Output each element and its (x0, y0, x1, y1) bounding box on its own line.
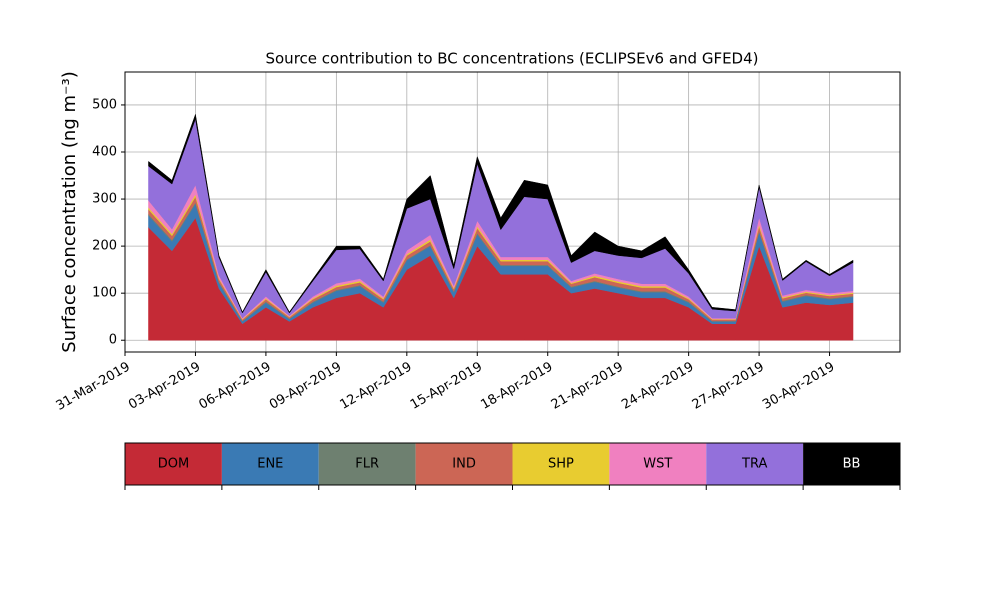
x-tick-label: 31-Mar-2019 (54, 360, 133, 414)
x-tick-label: 18-Apr-2019 (478, 360, 555, 413)
legend-label: WST (643, 457, 672, 472)
legend-label: TRA (741, 457, 767, 472)
x-tick-label: 12-Apr-2019 (337, 360, 414, 413)
legend-swatch (706, 443, 804, 485)
legend-label: DOM (158, 457, 189, 472)
y-tick-label: 200 (92, 239, 117, 254)
legend-swatch (512, 443, 610, 485)
y-axis-label: Surface concentration (ng m⁻³) (59, 71, 80, 353)
legend-swatch (221, 443, 319, 485)
y-tick-label: 400 (92, 145, 117, 160)
y-tick-label: 0 (109, 333, 117, 348)
y-tick-label: 300 (92, 192, 117, 207)
chart-title: Source contribution to BC concentrations… (265, 50, 758, 68)
x-tick-label: 09-Apr-2019 (267, 360, 344, 413)
area-bb (148, 113, 854, 314)
legend-swatch (803, 443, 900, 485)
legend-swatch (318, 443, 416, 485)
x-tick-label: 06-Apr-2019 (197, 360, 274, 413)
y-tick-label: 100 (92, 286, 117, 301)
x-tick-label: 15-Apr-2019 (408, 360, 485, 413)
legend-swatch (125, 443, 222, 485)
legend-swatch (415, 443, 513, 485)
plot-frame (124, 71, 901, 353)
legend-label: IND (452, 457, 476, 472)
legend-label: FLR (355, 457, 379, 472)
legend-label: SHP (548, 457, 574, 472)
x-tick-label: 27-Apr-2019 (690, 360, 767, 413)
legend-swatch (609, 443, 707, 485)
x-tick-label: 03-Apr-2019 (126, 360, 203, 413)
legend-frame (124, 442, 901, 486)
legend-label: ENE (257, 457, 283, 472)
x-tick-label: 24-Apr-2019 (619, 360, 696, 413)
y-tick-label: 500 (92, 97, 117, 112)
legend-label: BB (843, 457, 861, 472)
x-tick-label: 21-Apr-2019 (549, 360, 626, 413)
x-tick-label: 30-Apr-2019 (760, 360, 837, 413)
